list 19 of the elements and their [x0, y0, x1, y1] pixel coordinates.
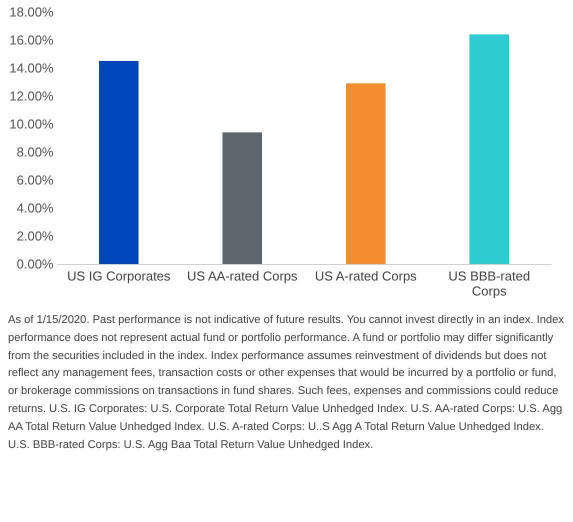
- y-tick-label: 2.00%: [16, 228, 54, 244]
- y-tick-label: 6.00%: [16, 172, 54, 188]
- x-tick-label: US AA-rated Corps: [186, 268, 298, 284]
- y-tick-label: 4.00%: [16, 200, 54, 216]
- y-tick-label: 10.00%: [9, 116, 54, 132]
- y-tick-label: 14.00%: [9, 60, 54, 76]
- y-tick-label: 8.00%: [16, 144, 54, 160]
- x-tick-label: US A-rated Corps: [314, 268, 418, 284]
- text: As of 1/15/2020. Past performance is not indicative of future results. You cannot invest directly in an index. Index performance does not represent actual fund or portfolio performance. A fund or portfolio may differ significantly from the securities included in the index. Index performance assumes reinvestment of dividends but does not reflect any management fees, transaction costs or other expenses that would be incurred by a portfolio or fund, or brokerage commissions on transactions in fund shares. Such fees, expenses and commissions could reduce returns. U.S. IG Corporates: U.S. Corporate Total Return Value Unhedged Index. U.S. AA-rated Corps: U.S. Agg AA Total Return Value Unhedged Index. U.S. A-rated Corps: U..S Agg A Total Return Value Unhedged Index. U.S. BBB-rated Corps: U.S. Agg Baa Total Return Value Unhedged Index.: [8, 313, 565, 453]
- y-tick-label: 12.00%: [9, 88, 54, 104]
- bar: [222, 132, 262, 264]
- bar: [469, 34, 510, 264]
- y-tick-label: 16.00%: [9, 32, 54, 48]
- y-tick-label: 18.00%: [9, 4, 54, 20]
- y-tick-label: 0.00%: [16, 256, 54, 272]
- x-tick-label: US BBB-rated Corps: [448, 268, 530, 298]
- x-tick-label: US IG Corporates: [67, 268, 171, 284]
- bar: [98, 61, 139, 264]
- bar: [346, 83, 386, 264]
